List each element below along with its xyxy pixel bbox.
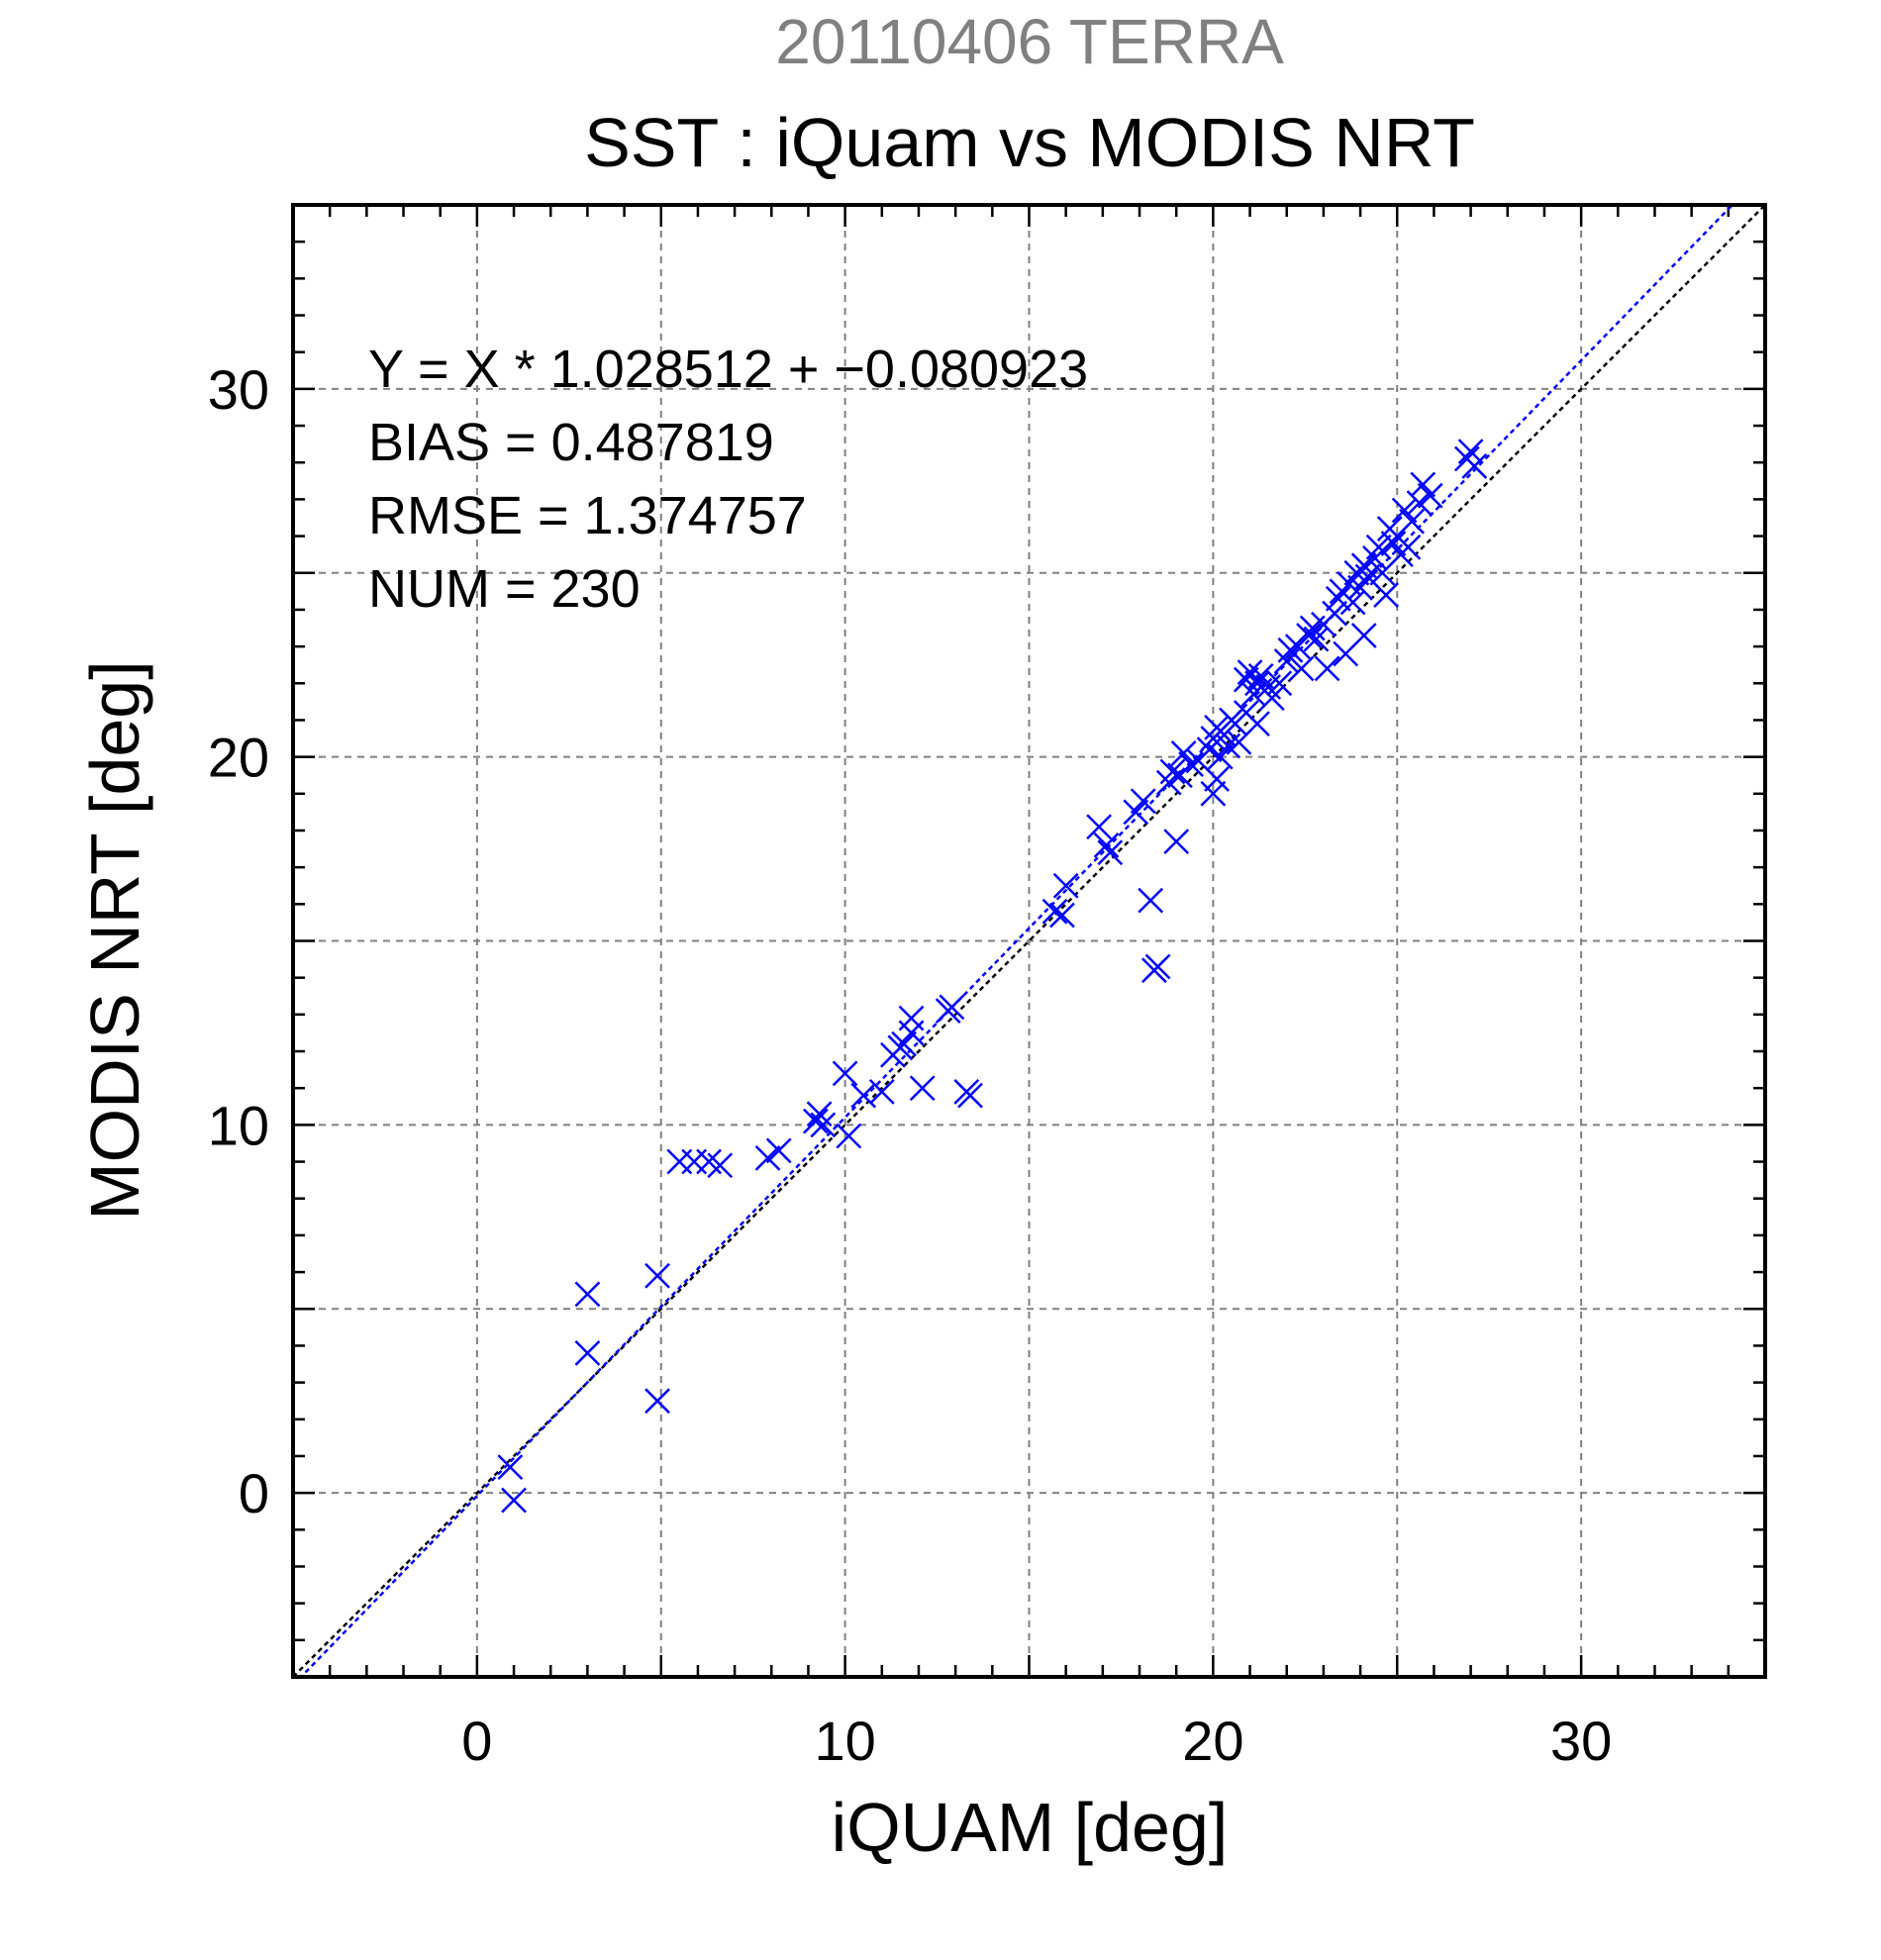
data-point bbox=[1288, 655, 1315, 682]
x-tick-label: 0 bbox=[461, 1710, 492, 1772]
data-point bbox=[574, 1281, 601, 1308]
data-point bbox=[1457, 439, 1484, 464]
data-point bbox=[1159, 758, 1186, 785]
data-point bbox=[810, 1112, 837, 1138]
data-point bbox=[1339, 589, 1366, 616]
data-point bbox=[1350, 623, 1377, 648]
data-point bbox=[666, 1148, 693, 1175]
y-tick-label: 30 bbox=[208, 358, 269, 421]
stats-box: Y = X * 1.028512 + −0.080923 BIAS = 0.48… bbox=[368, 340, 1088, 619]
data-point bbox=[1138, 887, 1164, 914]
y-axis-label: MODIS NRT [deg] bbox=[76, 660, 153, 1220]
data-point bbox=[644, 1388, 670, 1415]
data-point bbox=[1347, 574, 1373, 601]
data-point bbox=[1303, 626, 1330, 652]
x-tick-label: 10 bbox=[814, 1710, 875, 1772]
y-tick-label: 10 bbox=[208, 1094, 269, 1156]
tick-labels: 0 10 20 30 0 10 20 30 bbox=[208, 358, 1613, 1772]
data-point bbox=[1266, 670, 1293, 697]
x-tick-label: 20 bbox=[1182, 1710, 1243, 1772]
data-point bbox=[1130, 788, 1156, 815]
data-point bbox=[681, 1148, 708, 1175]
data-point bbox=[1410, 471, 1436, 498]
data-point bbox=[1204, 766, 1230, 792]
data-point bbox=[939, 994, 965, 1021]
data-point bbox=[1144, 953, 1171, 980]
data-point bbox=[898, 1005, 925, 1031]
data-point bbox=[1399, 508, 1426, 535]
data-point bbox=[1325, 585, 1351, 612]
data-point bbox=[1395, 534, 1422, 560]
data-point bbox=[1093, 832, 1120, 858]
grid-lines bbox=[293, 205, 1765, 1677]
data-point bbox=[891, 1030, 917, 1057]
data-point bbox=[836, 1123, 862, 1149]
data-point bbox=[850, 1082, 877, 1109]
data-point bbox=[1178, 751, 1204, 777]
data-point bbox=[1086, 814, 1113, 840]
data-points bbox=[497, 439, 1488, 1514]
data-point bbox=[765, 1137, 792, 1164]
data-point bbox=[501, 1487, 527, 1514]
num-stat: NUM = 230 bbox=[368, 559, 641, 619]
y-tick-label: 20 bbox=[208, 727, 269, 789]
data-point bbox=[803, 1108, 829, 1134]
data-point bbox=[1296, 623, 1322, 648]
data-point bbox=[1258, 685, 1285, 712]
x-axis-label: iQUAM [deg] bbox=[832, 1789, 1229, 1866]
data-point bbox=[497, 1454, 524, 1480]
data-point bbox=[898, 1020, 925, 1046]
data-point bbox=[1163, 829, 1190, 855]
y-tick-label: 0 bbox=[239, 1462, 269, 1524]
rmse-stat: RMSE = 1.374757 bbox=[368, 486, 807, 545]
data-point bbox=[644, 1262, 670, 1289]
data-point bbox=[957, 1082, 983, 1109]
data-point bbox=[1461, 453, 1488, 479]
data-point bbox=[1365, 534, 1392, 560]
data-point bbox=[1391, 497, 1418, 524]
data-point bbox=[1380, 531, 1407, 556]
data-point bbox=[1373, 582, 1399, 608]
data-point bbox=[1097, 839, 1124, 866]
x-tick-label: 30 bbox=[1550, 1710, 1612, 1772]
data-point bbox=[1207, 743, 1234, 770]
chart-supertitle: 20110406 TERRA bbox=[775, 6, 1284, 77]
data-point bbox=[754, 1144, 781, 1171]
data-point bbox=[1244, 711, 1270, 737]
fit-line bbox=[299, 205, 1734, 1677]
data-point bbox=[1049, 902, 1075, 929]
data-point bbox=[1247, 662, 1274, 689]
data-point bbox=[868, 1079, 895, 1105]
data-point bbox=[1041, 898, 1068, 925]
chart-title: SST : iQuam vs MODIS NRT bbox=[584, 104, 1475, 181]
data-point bbox=[1170, 740, 1197, 766]
data-point bbox=[1322, 600, 1347, 627]
data-point bbox=[832, 1060, 858, 1087]
bias-stat: BIAS = 0.487819 bbox=[368, 413, 774, 472]
fit-equation: Y = X * 1.028512 + −0.080923 bbox=[368, 340, 1088, 399]
data-point bbox=[1314, 655, 1340, 682]
data-point bbox=[1123, 799, 1149, 826]
data-point bbox=[1277, 637, 1304, 663]
plot-frame bbox=[291, 203, 1767, 1679]
data-point bbox=[909, 1075, 936, 1102]
data-point bbox=[1417, 482, 1443, 509]
data-point bbox=[1052, 872, 1079, 899]
data-point bbox=[574, 1339, 601, 1366]
data-point bbox=[707, 1152, 734, 1179]
data-point bbox=[1200, 780, 1227, 807]
